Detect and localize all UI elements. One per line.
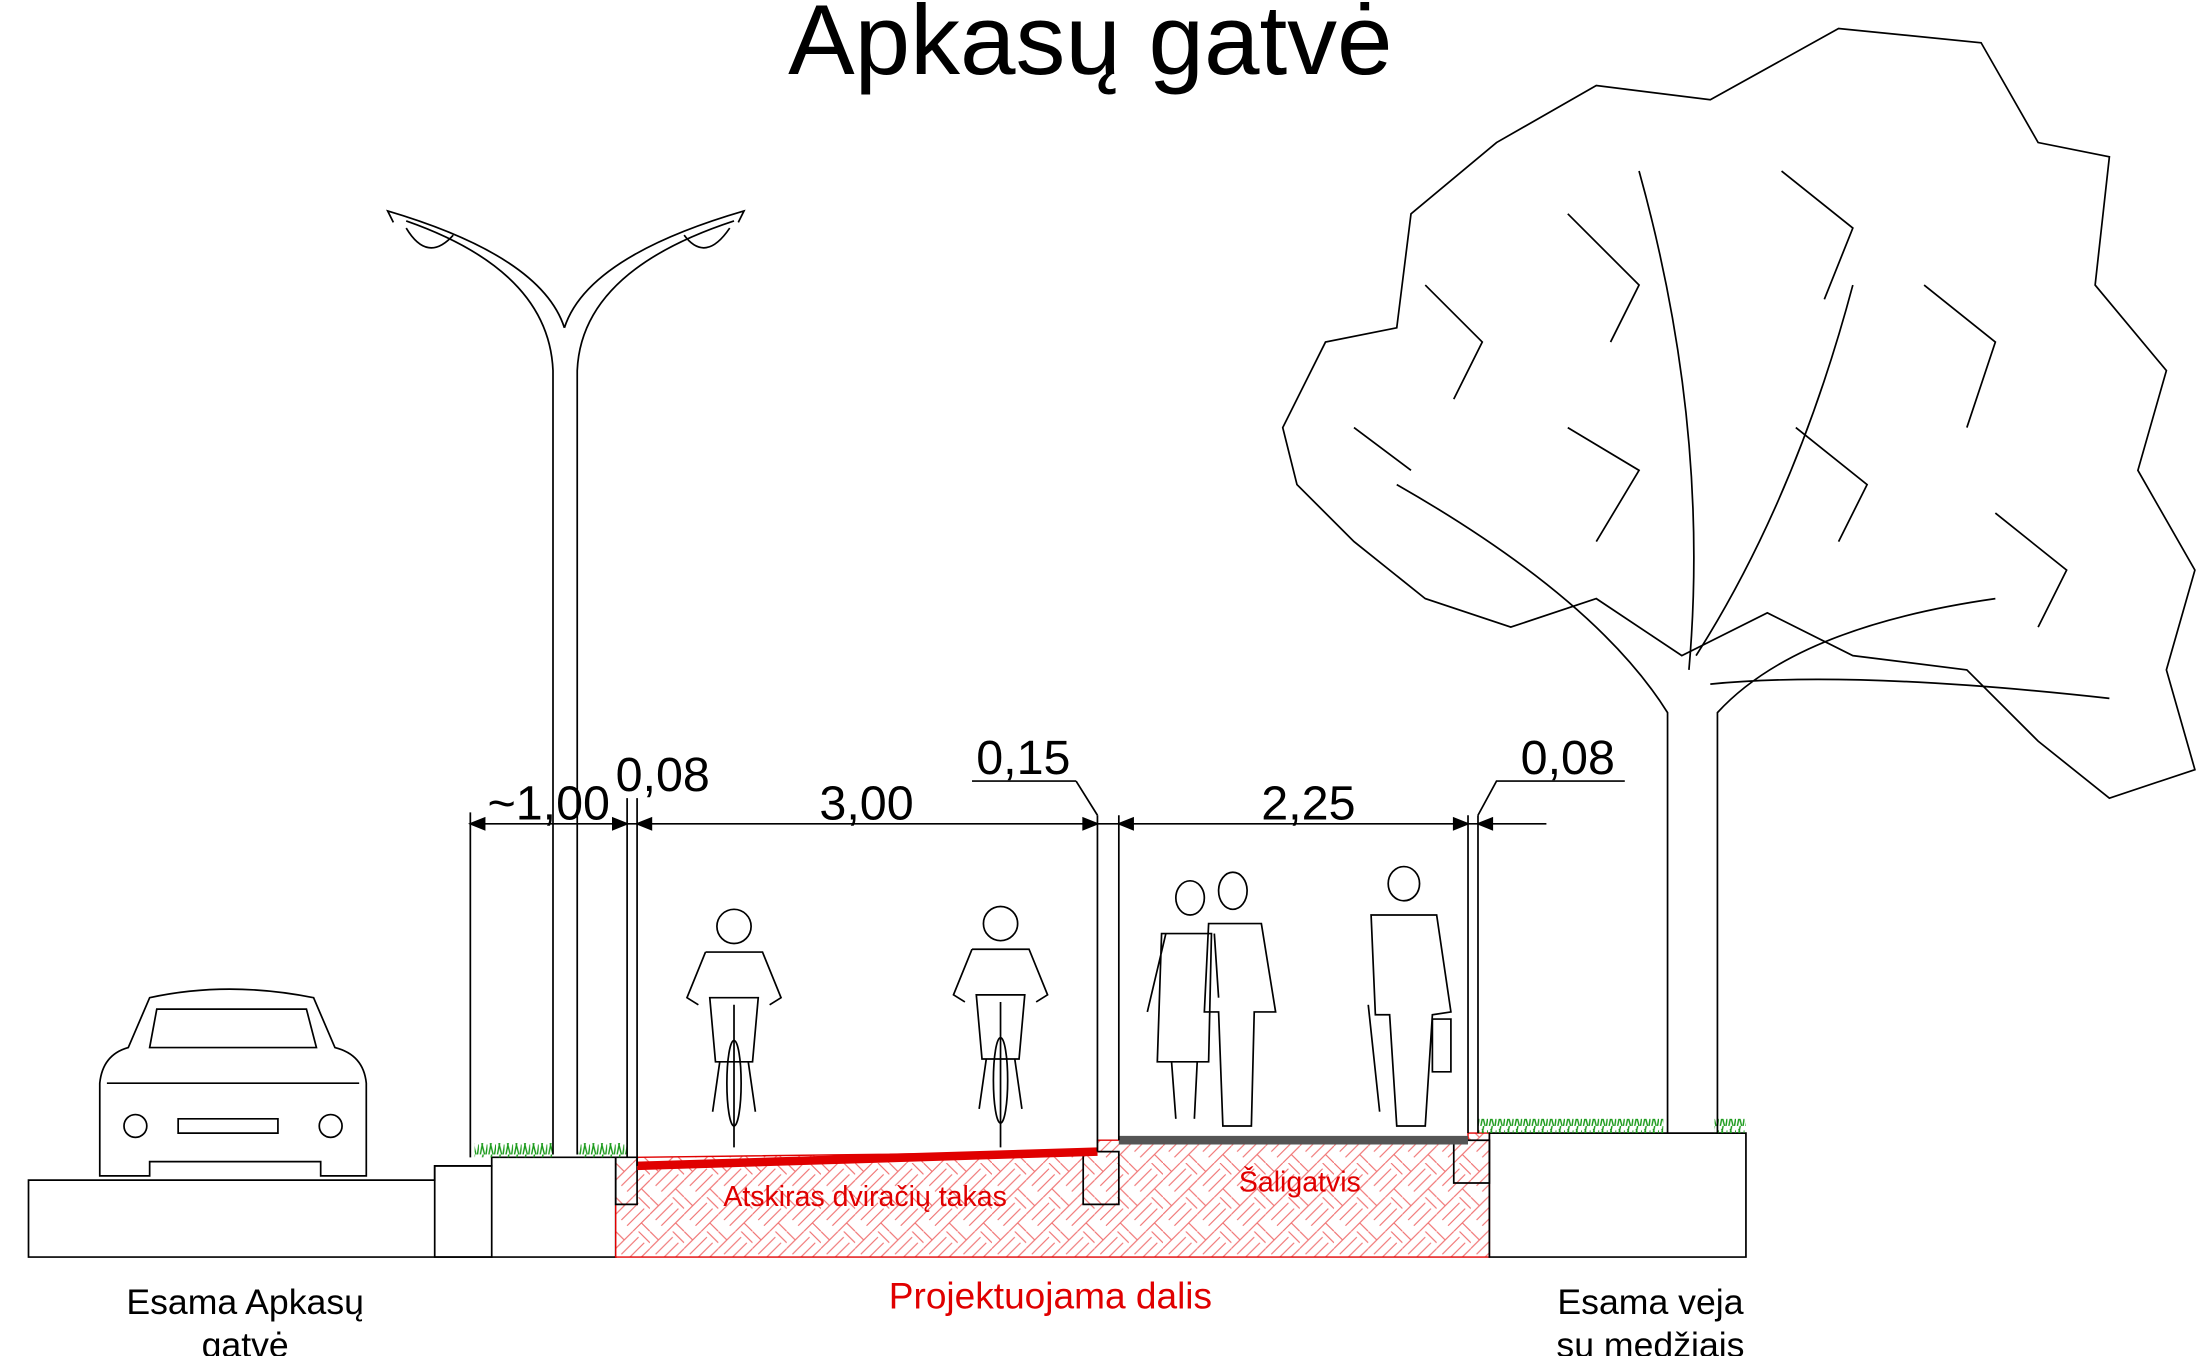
cyclists <box>685 905 1049 1148</box>
car <box>98 988 368 1177</box>
title: Apkasų gatvė <box>788 0 1392 96</box>
label: Esama veja <box>1557 1282 1743 1322</box>
dimension-lines <box>468 780 1625 1166</box>
dimension-label: 3,00 <box>819 777 913 831</box>
label: Šaligatvis <box>1239 1167 1361 1199</box>
label: Esama Apkasų <box>126 1282 364 1322</box>
label: Atskiras dviračių takas <box>723 1181 1007 1213</box>
dimension-label: 0,08 <box>616 748 710 802</box>
label: Projektuojama dalis <box>889 1274 1212 1316</box>
label: su medžiais <box>1556 1325 1744 1356</box>
label: gatvė <box>202 1325 289 1356</box>
dimension-label: ~1,00 <box>487 777 610 831</box>
tree <box>1281 27 2196 1134</box>
pedestrians <box>1146 865 1452 1127</box>
dimension-label: 2,25 <box>1261 777 1355 831</box>
street-lamp <box>386 209 746 1155</box>
ground <box>27 1118 1747 1258</box>
dimension-label: 0,15 <box>976 731 1070 785</box>
dimension-label: 0,08 <box>1521 731 1615 785</box>
